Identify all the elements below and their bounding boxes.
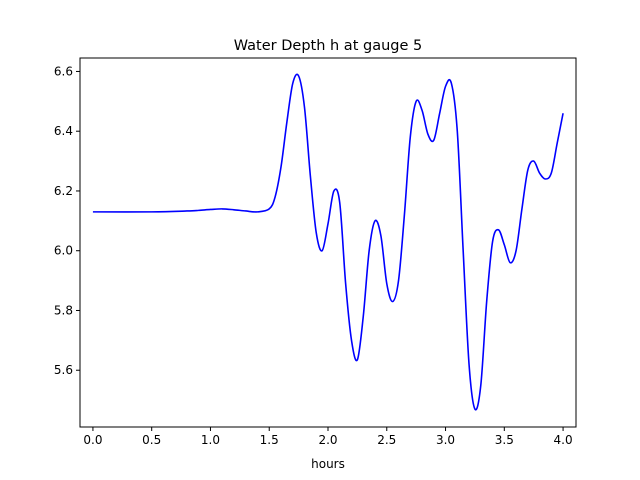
chart-title: Water Depth h at gauge 5 (234, 38, 422, 54)
series-line-0 (92, 73, 564, 411)
y-tick-label: 6.6 (54, 64, 73, 78)
x-axis-label: hours (311, 457, 345, 471)
x-tick-label: 3.5 (495, 433, 514, 447)
y-tick-label: 5.6 (54, 363, 73, 377)
y-tick-label: 6.0 (54, 244, 73, 258)
axes: 0.0 0.5 1.0 1.5 2.0 2.5 3.0 3.5 4.0 5.6 5.8 6.0 6.2 6… (54, 57, 577, 447)
x-tick-label: 0.0 (83, 433, 102, 447)
x-tick-label: 4.0 (554, 433, 573, 447)
x-tick-label: 2.0 (318, 433, 337, 447)
y-tick-label: 6.4 (54, 124, 73, 138)
y-tick-label: 6.2 (54, 184, 73, 198)
x-tick-label: 1.0 (201, 433, 220, 447)
plot-area (92, 73, 564, 411)
y-tick-label: 5.8 (54, 303, 73, 317)
x-tick-label: 0.5 (142, 433, 161, 447)
x-tick-label: 3.0 (436, 433, 455, 447)
x-tick-label: 1.5 (260, 433, 279, 447)
x-tick-label: 2.5 (377, 433, 396, 447)
